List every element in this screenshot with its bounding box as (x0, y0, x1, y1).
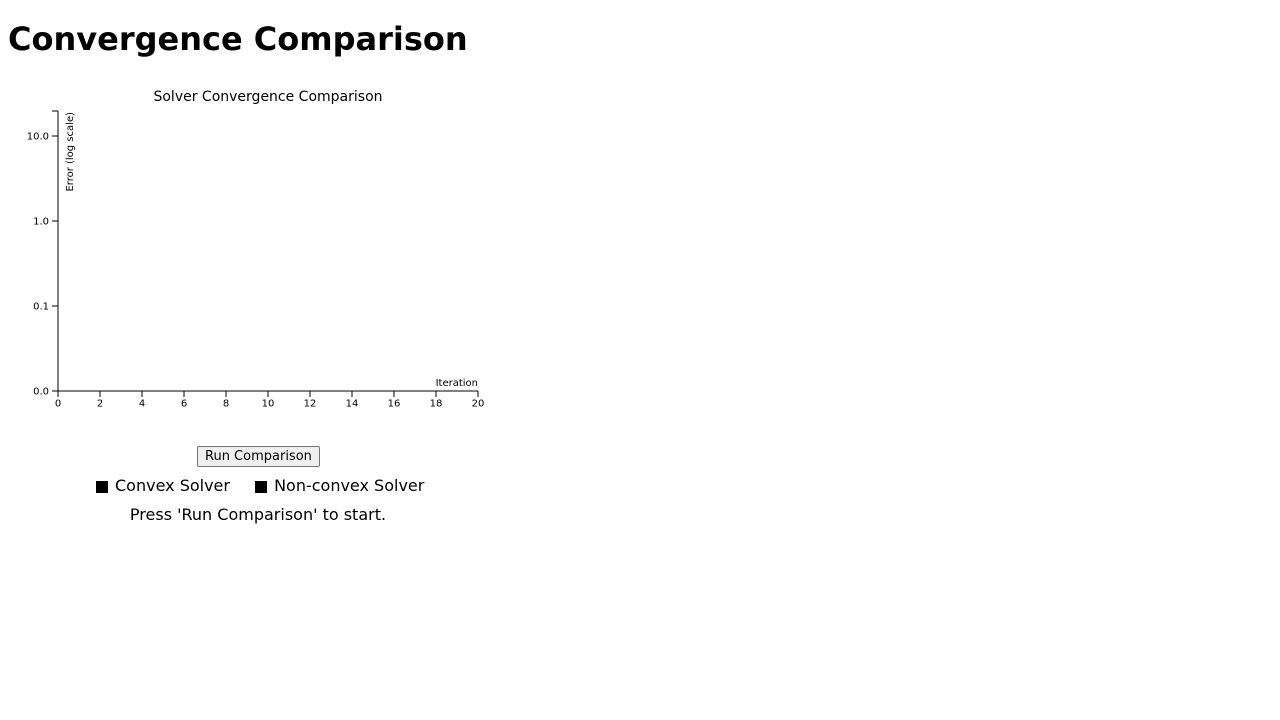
y-tick-label: 1.0 (33, 217, 49, 228)
legend-swatch-convex (96, 481, 108, 493)
y-tick-label: 0.0 (33, 387, 49, 398)
legend-item-nonconvex: Non-convex Solver (255, 476, 424, 496)
legend-swatch-nonconvex (255, 481, 268, 493)
legend-item-convex: Convex Solver (96, 476, 230, 496)
y-tick-label: 0.1 (33, 302, 49, 313)
convergence-chart: Solver Convergence Comparison 0 2 4 6 8 10 12 1… (27, 89, 485, 410)
page-title: Convergence Comparison (8, 20, 468, 58)
chart-title: Solver Convergence Comparison (153, 89, 382, 105)
x-tick-label: 10 (262, 399, 275, 410)
y-axis-label: Error (log scale) (65, 112, 76, 192)
x-tick-label: 4 (139, 399, 145, 410)
x-tick-label: 20 (472, 399, 485, 410)
x-tick-label: 14 (346, 399, 359, 410)
x-tick-label: 16 (388, 399, 401, 410)
x-tick-label: 0 (55, 399, 61, 410)
y-axis: 0.0 0.1 1.0 10.0 (27, 110, 59, 398)
x-tick-label: 18 (430, 399, 443, 410)
x-axis-label: Iteration (436, 378, 478, 389)
legend-label-nonconvex: Non-convex Solver (274, 476, 425, 495)
y-tick-label: 10.0 (27, 132, 49, 143)
run-comparison-button[interactable]: Run Comparison (197, 446, 320, 467)
x-tick-label: 12 (304, 399, 317, 410)
x-tick-label: 8 (223, 399, 229, 410)
x-axis: 0 2 4 6 8 10 12 14 16 18 20 (55, 390, 485, 410)
x-tick-label: 6 (181, 399, 187, 410)
x-tick-label: 2 (97, 399, 103, 410)
status-message: Press 'Run Comparison' to start. (129, 505, 387, 524)
legend-label-convex: Convex Solver (115, 476, 230, 495)
chart-legend: Convex Solver Non-convex Solver (96, 476, 424, 497)
